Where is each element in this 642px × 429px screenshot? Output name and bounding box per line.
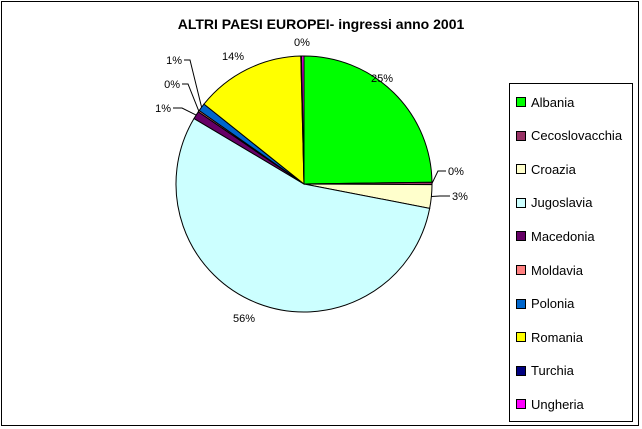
legend-label: Albania — [531, 94, 575, 110]
pie-slice-jugoslavia — [175, 117, 431, 313]
data-label-albania: 25% — [371, 73, 393, 85]
legend-swatch — [516, 130, 526, 141]
legend-item-romania: Romania — [516, 329, 583, 345]
data-label-croazia: 3% — [452, 191, 468, 203]
legend-label: Jugoslavia — [531, 195, 593, 211]
legend-item-ungheria: Ungheria — [516, 396, 584, 412]
legend-swatch — [516, 97, 526, 107]
data-label-cecoslovacchia: 0% — [448, 166, 464, 178]
legend-swatch — [516, 298, 526, 309]
legend-swatch — [516, 197, 526, 208]
legend-swatch — [516, 164, 526, 175]
legend-swatch — [516, 332, 526, 343]
pie-slice-romania — [203, 55, 305, 186]
legend-swatch — [516, 365, 526, 376]
data-label-jugoslavia: 56% — [233, 313, 255, 325]
data-label-polonia: 1% — [166, 55, 182, 67]
legend-item-croazia: Croazia — [516, 161, 576, 177]
pie-slice-ungheria — [301, 55, 305, 185]
legend-item-moldavia: Moldavia — [516, 262, 583, 278]
legend-item-turchia: Turchia — [516, 363, 574, 379]
leader-line-cecoslovacchia — [431, 170, 446, 184]
legend-swatch — [516, 265, 526, 275]
legend-item-albania: Albania — [516, 94, 574, 110]
legend-label: Macedonia — [531, 228, 595, 244]
legend-swatch — [516, 231, 526, 242]
leader-line-macedonia — [173, 107, 197, 116]
data-label-moldavia: 0% — [164, 79, 180, 91]
legend-label: Croazia — [531, 161, 576, 177]
legend-item-cecoslovacchia: Cecoslovacchia — [516, 128, 622, 144]
data-label-macedonia: 1% — [155, 103, 171, 115]
leader-line-moldavia — [182, 83, 200, 112]
legend-label: Turchia — [531, 363, 574, 379]
data-label-romania: 14% — [222, 51, 244, 63]
chart-title: ALTRI PAESI EUROPEI- ingressi anno 2001 — [177, 16, 465, 32]
pie-slice-albania — [303, 55, 433, 185]
legend-label: Romania — [531, 329, 584, 345]
legend-swatch — [516, 399, 526, 410]
legend-label: Polonia — [531, 296, 575, 312]
leader-line-croazia — [431, 195, 450, 197]
legend-label: Cecoslovacchia — [531, 128, 623, 144]
chart-legend: Albania Cecoslovacchia Croazia Jugoslavia Ma… — [509, 83, 633, 422]
data-label-turchia: 0% — [294, 37, 310, 49]
legend-item-polonia: Polonia — [516, 296, 574, 312]
legend-item-macedonia: Macedonia — [516, 228, 595, 244]
legend-label: Ungheria — [531, 396, 584, 412]
legend-label: Moldavia — [531, 262, 584, 278]
leader-line-polonia — [184, 59, 203, 108]
legend-item-jugoslavia: Jugoslavia — [516, 195, 592, 211]
